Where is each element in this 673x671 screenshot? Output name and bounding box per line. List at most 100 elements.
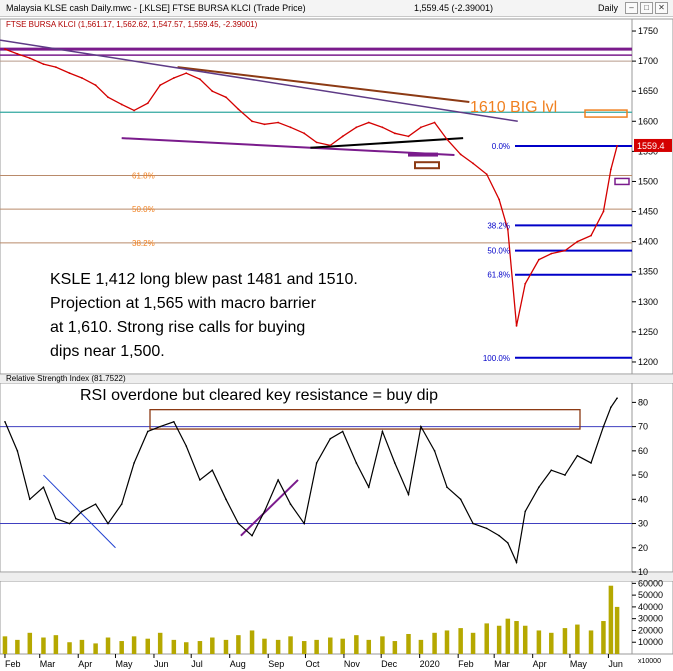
rsi-annotation-text: RSI overdone but cleared key resistance … [80,387,438,404]
volume-bar [536,630,542,654]
volume-panel-axis [631,580,673,655]
volume-bar [119,641,124,654]
fib-right-label: 100.0% [483,354,510,363]
price-y-tick-label: 1450 [638,207,658,217]
rsi-point [341,430,344,433]
volume-multiplier-label: x10000 [638,658,661,665]
rsi-point [303,522,306,525]
volume-bar [288,636,293,654]
volume-bar [588,630,594,654]
price-y-tick-label: 1200 [638,357,658,367]
price-point [159,84,162,87]
price-point [329,144,332,147]
volume-bar [458,628,463,654]
x-tick-label: Dec [381,659,398,669]
price-point [16,52,19,55]
volume-y-tick-label: 30000 [638,614,663,624]
volume-bar [262,638,267,654]
rsi-point [251,534,253,537]
fib-right-label: 0.0% [492,142,510,151]
volume-bar [41,637,46,654]
window-title: Malaysia KLSE cash Daily.mwc - [.KLSE] F… [6,3,306,13]
rsi-point [16,450,19,452]
volume-bar [354,635,359,654]
x-tick-label: Jun [154,659,169,669]
price-point [609,168,612,171]
x-tick-label: Mar [40,659,56,669]
price-point [420,126,422,129]
price-point [315,141,318,144]
rsi-point [507,542,509,544]
price-point [524,282,527,285]
rsi-point [459,498,462,501]
price-point [94,84,97,87]
rsi-point [199,479,201,481]
volume-bar [601,621,606,654]
rsi-y-tick-label: 70 [638,422,648,432]
rsi-point [289,503,292,505]
volume-bar [418,639,424,654]
rsi-point [564,474,566,476]
close-button[interactable]: ✕ [655,2,668,14]
rsi-point [185,445,188,447]
x-tick-label: Mar [494,659,510,669]
price-point [4,48,6,50]
rsi-point [524,510,527,513]
purple-marker [408,152,438,157]
x-tick-label: Aug [230,659,246,669]
volume-bar [314,639,319,654]
price-point [393,132,396,135]
rsi-point [55,517,57,520]
volume-y-tick-label: 40000 [638,602,663,612]
volume-bar [301,641,307,654]
rsi-point [538,486,540,488]
rsi-y-tick-label: 60 [638,446,648,456]
price-point [172,77,175,79]
volume-bar [505,618,511,654]
volume-bar [93,643,98,654]
rsi-point [610,406,612,409]
price-point [616,145,619,147]
volume-bar [249,630,255,654]
rsi-point [602,425,605,428]
x-tick-label: May [570,659,588,669]
volume-header-strip [0,573,673,581]
price-point [355,126,358,129]
volume-bar [522,625,528,654]
period-label: Daily [598,3,619,13]
price-point [459,153,462,156]
price-point [211,90,214,93]
price-y-tick-label: 1700 [638,56,658,66]
volume-bar [131,636,137,654]
price-point [42,63,45,66]
price-point [407,135,410,138]
rsi-point [173,420,175,423]
rsi-header-strip [0,375,673,383]
price-point [237,108,240,111]
rsi-point [329,437,332,440]
price-point [446,138,448,141]
volume-bar [210,637,215,654]
volume-bar [223,639,229,654]
maximize-button[interactable]: □ [640,2,653,14]
rsi-point [576,454,579,457]
rsi-point [107,522,109,525]
last-value-readout: 1,559.45 (-2.39001) [414,3,494,13]
big-level-label: 1610 BIG lvl [470,99,557,116]
minimize-button[interactable]: – [625,2,638,14]
volume-bar [340,638,345,654]
last-price-badge [634,138,672,152]
rsi-y-tick-label: 40 [638,494,648,504]
fib-right-label: 61.8% [487,271,510,280]
volume-bar [392,641,398,654]
rsi-y-tick-label: 10 [638,567,648,577]
chart-canvas: FTSE BURSA KLCI (1,561.17, 1,562.62, 1,5… [0,18,673,669]
x-tick-label: Oct [305,659,320,669]
price-panel [0,18,633,375]
price-point [68,72,71,75]
volume-y-tick-label: 50000 [638,590,663,600]
price-point [433,121,436,124]
volume-bar [145,638,151,654]
volume-y-tick-label: 20000 [638,625,663,635]
price-point [263,123,266,126]
